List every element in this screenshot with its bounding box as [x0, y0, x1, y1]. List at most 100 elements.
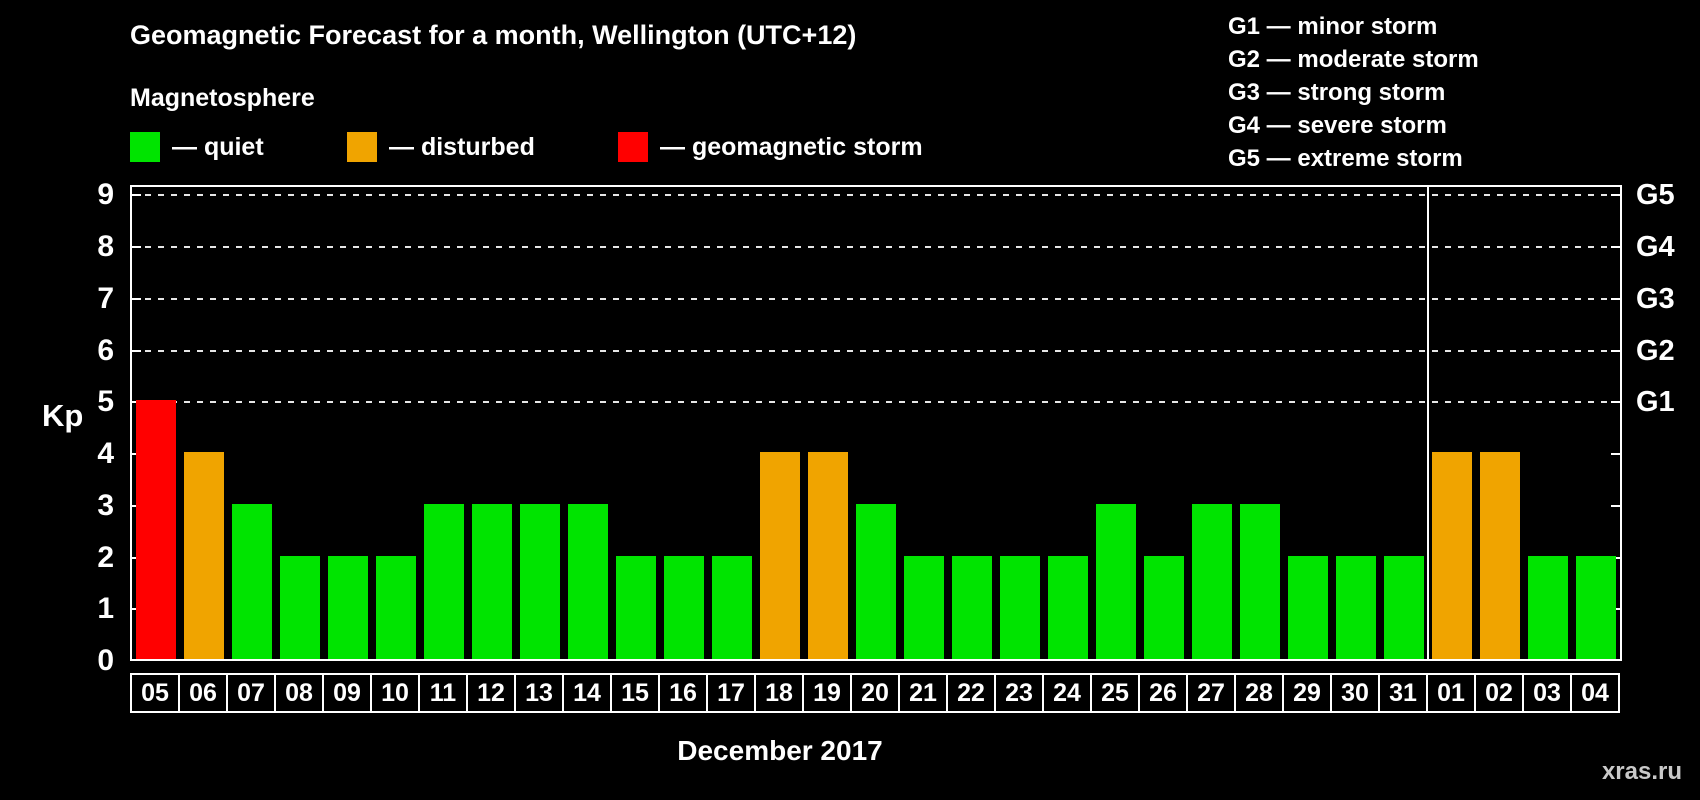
kp-bar-day-10	[376, 555, 416, 659]
day-label-06: 06	[178, 673, 228, 713]
kp-bar-day-31	[1384, 555, 1424, 659]
kp-bar-day-07	[232, 503, 272, 659]
kp-bar-day-25	[1096, 503, 1136, 659]
left-tick-kp8	[132, 246, 141, 249]
y-tick-label-5: 5	[97, 385, 114, 419]
day-label-05: 05	[130, 673, 180, 713]
day-label-26: 26	[1138, 673, 1188, 713]
day-label-24: 24	[1042, 673, 1092, 713]
legend-item-quiet: — quiet	[130, 132, 264, 162]
kp-bar-day-14	[568, 503, 608, 659]
day-label-18: 18	[754, 673, 804, 713]
right-axis-label-G5: G5	[1636, 179, 1675, 212]
right-axis-label-G3: G3	[1636, 282, 1675, 315]
legend-item-disturbed: — disturbed	[347, 132, 535, 162]
y-tick-label-3: 3	[97, 488, 114, 522]
y-axis-label: Kp	[42, 397, 84, 433]
kp-bar-day-12	[472, 503, 512, 659]
kp-bar-day-02	[1480, 452, 1520, 659]
day-label-12: 12	[466, 673, 516, 713]
right-axis-label-G4: G4	[1636, 231, 1675, 264]
left-tick-kp6	[132, 349, 141, 352]
storm-scale-legend: G1 — minor storm G2 — moderate storm G3 — …	[1228, 10, 1479, 175]
kp-bar-day-18	[760, 452, 800, 659]
day-label-21: 21	[898, 673, 948, 713]
kp-bar-day-30	[1336, 555, 1376, 659]
kp-bar-day-09	[328, 555, 368, 659]
day-label-07: 07	[226, 673, 276, 713]
y-tick-label-4: 4	[97, 437, 114, 471]
kp-bar-day-03	[1528, 555, 1568, 659]
day-label-30: 30	[1330, 673, 1380, 713]
chart-title: Geomagnetic Forecast for a month, Wellin…	[130, 20, 857, 50]
kp-bar-day-06	[184, 452, 224, 659]
y-tick-label-7: 7	[97, 281, 114, 315]
left-tick-kp7	[132, 297, 141, 300]
legend-label: — geomagnetic storm	[660, 132, 923, 161]
kp-bar-day-21	[904, 555, 944, 659]
day-label-17: 17	[706, 673, 756, 713]
kp-bar-day-20	[856, 503, 896, 659]
y-tick-label-9: 9	[97, 178, 114, 212]
day-label-09: 09	[322, 673, 372, 713]
legend-label: — disturbed	[389, 132, 535, 161]
day-label-20: 20	[850, 673, 900, 713]
day-label-02: 02	[1474, 673, 1524, 713]
kp-bar-day-27	[1192, 503, 1232, 659]
day-label-19: 19	[802, 673, 852, 713]
gridline-kp8	[132, 246, 1620, 249]
right-tick-kp3	[1611, 504, 1620, 507]
day-label-28: 28	[1234, 673, 1284, 713]
day-label-14: 14	[562, 673, 612, 713]
kp-bar-day-23	[1000, 555, 1040, 659]
day-label-15: 15	[610, 673, 660, 713]
x-axis-label: December 2017	[677, 735, 883, 766]
kp-bar-day-22	[952, 555, 992, 659]
day-label-29: 29	[1282, 673, 1332, 713]
gridline-kp5	[132, 401, 1620, 404]
watermark: xras.ru	[1601, 758, 1682, 785]
kp-bar-day-16	[664, 555, 704, 659]
right-tick-kp9	[1611, 194, 1620, 197]
storm-scale-line: G3 — strong storm	[1228, 79, 1446, 106]
day-label-25: 25	[1090, 673, 1140, 713]
right-tick-kp6	[1611, 349, 1620, 352]
day-label-13: 13	[514, 673, 564, 713]
quiet-color-swatch	[130, 132, 160, 162]
day-label-08: 08	[274, 673, 324, 713]
right-tick-kp5	[1611, 401, 1620, 404]
kp-bar-day-01	[1432, 452, 1472, 659]
right-tick-kp8	[1611, 246, 1620, 249]
day-label-16: 16	[658, 673, 708, 713]
kp-bar-day-08	[280, 555, 320, 659]
gridline-kp7	[132, 297, 1620, 300]
day-label-04: 04	[1570, 673, 1620, 713]
legend-item-storm: — geomagnetic storm	[618, 132, 923, 162]
kp-bar-day-13	[520, 503, 560, 659]
right-axis-label-G1: G1	[1636, 386, 1675, 419]
storm-scale-line: G4 — severe storm	[1228, 112, 1447, 139]
day-label-23: 23	[994, 673, 1044, 713]
y-tick-label-6: 6	[97, 333, 114, 367]
right-axis-label-G2: G2	[1636, 334, 1675, 367]
kp-bar-day-28	[1240, 503, 1280, 659]
day-label-27: 27	[1186, 673, 1236, 713]
kp-bar-day-29	[1288, 555, 1328, 659]
legend-label: — quiet	[172, 132, 264, 161]
storm-scale-line: G5 — extreme storm	[1228, 145, 1463, 172]
kp-bar-day-26	[1144, 555, 1184, 659]
day-label-01: 01	[1426, 673, 1476, 713]
month-separator-line	[1427, 187, 1429, 659]
day-label-03: 03	[1522, 673, 1572, 713]
day-label-22: 22	[946, 673, 996, 713]
day-label-10: 10	[370, 673, 420, 713]
right-tick-kp4	[1611, 453, 1620, 456]
kp-bar-day-04	[1576, 555, 1616, 659]
gridline-kp6	[132, 349, 1620, 352]
storm-scale-line: G2 — moderate storm	[1228, 46, 1479, 73]
storm-scale-line: G1 — minor storm	[1228, 13, 1438, 40]
kp-bar-day-11	[424, 503, 464, 659]
kp-bar-day-19	[808, 452, 848, 659]
storm-color-swatch	[618, 132, 648, 162]
y-tick-label-1: 1	[97, 592, 114, 626]
